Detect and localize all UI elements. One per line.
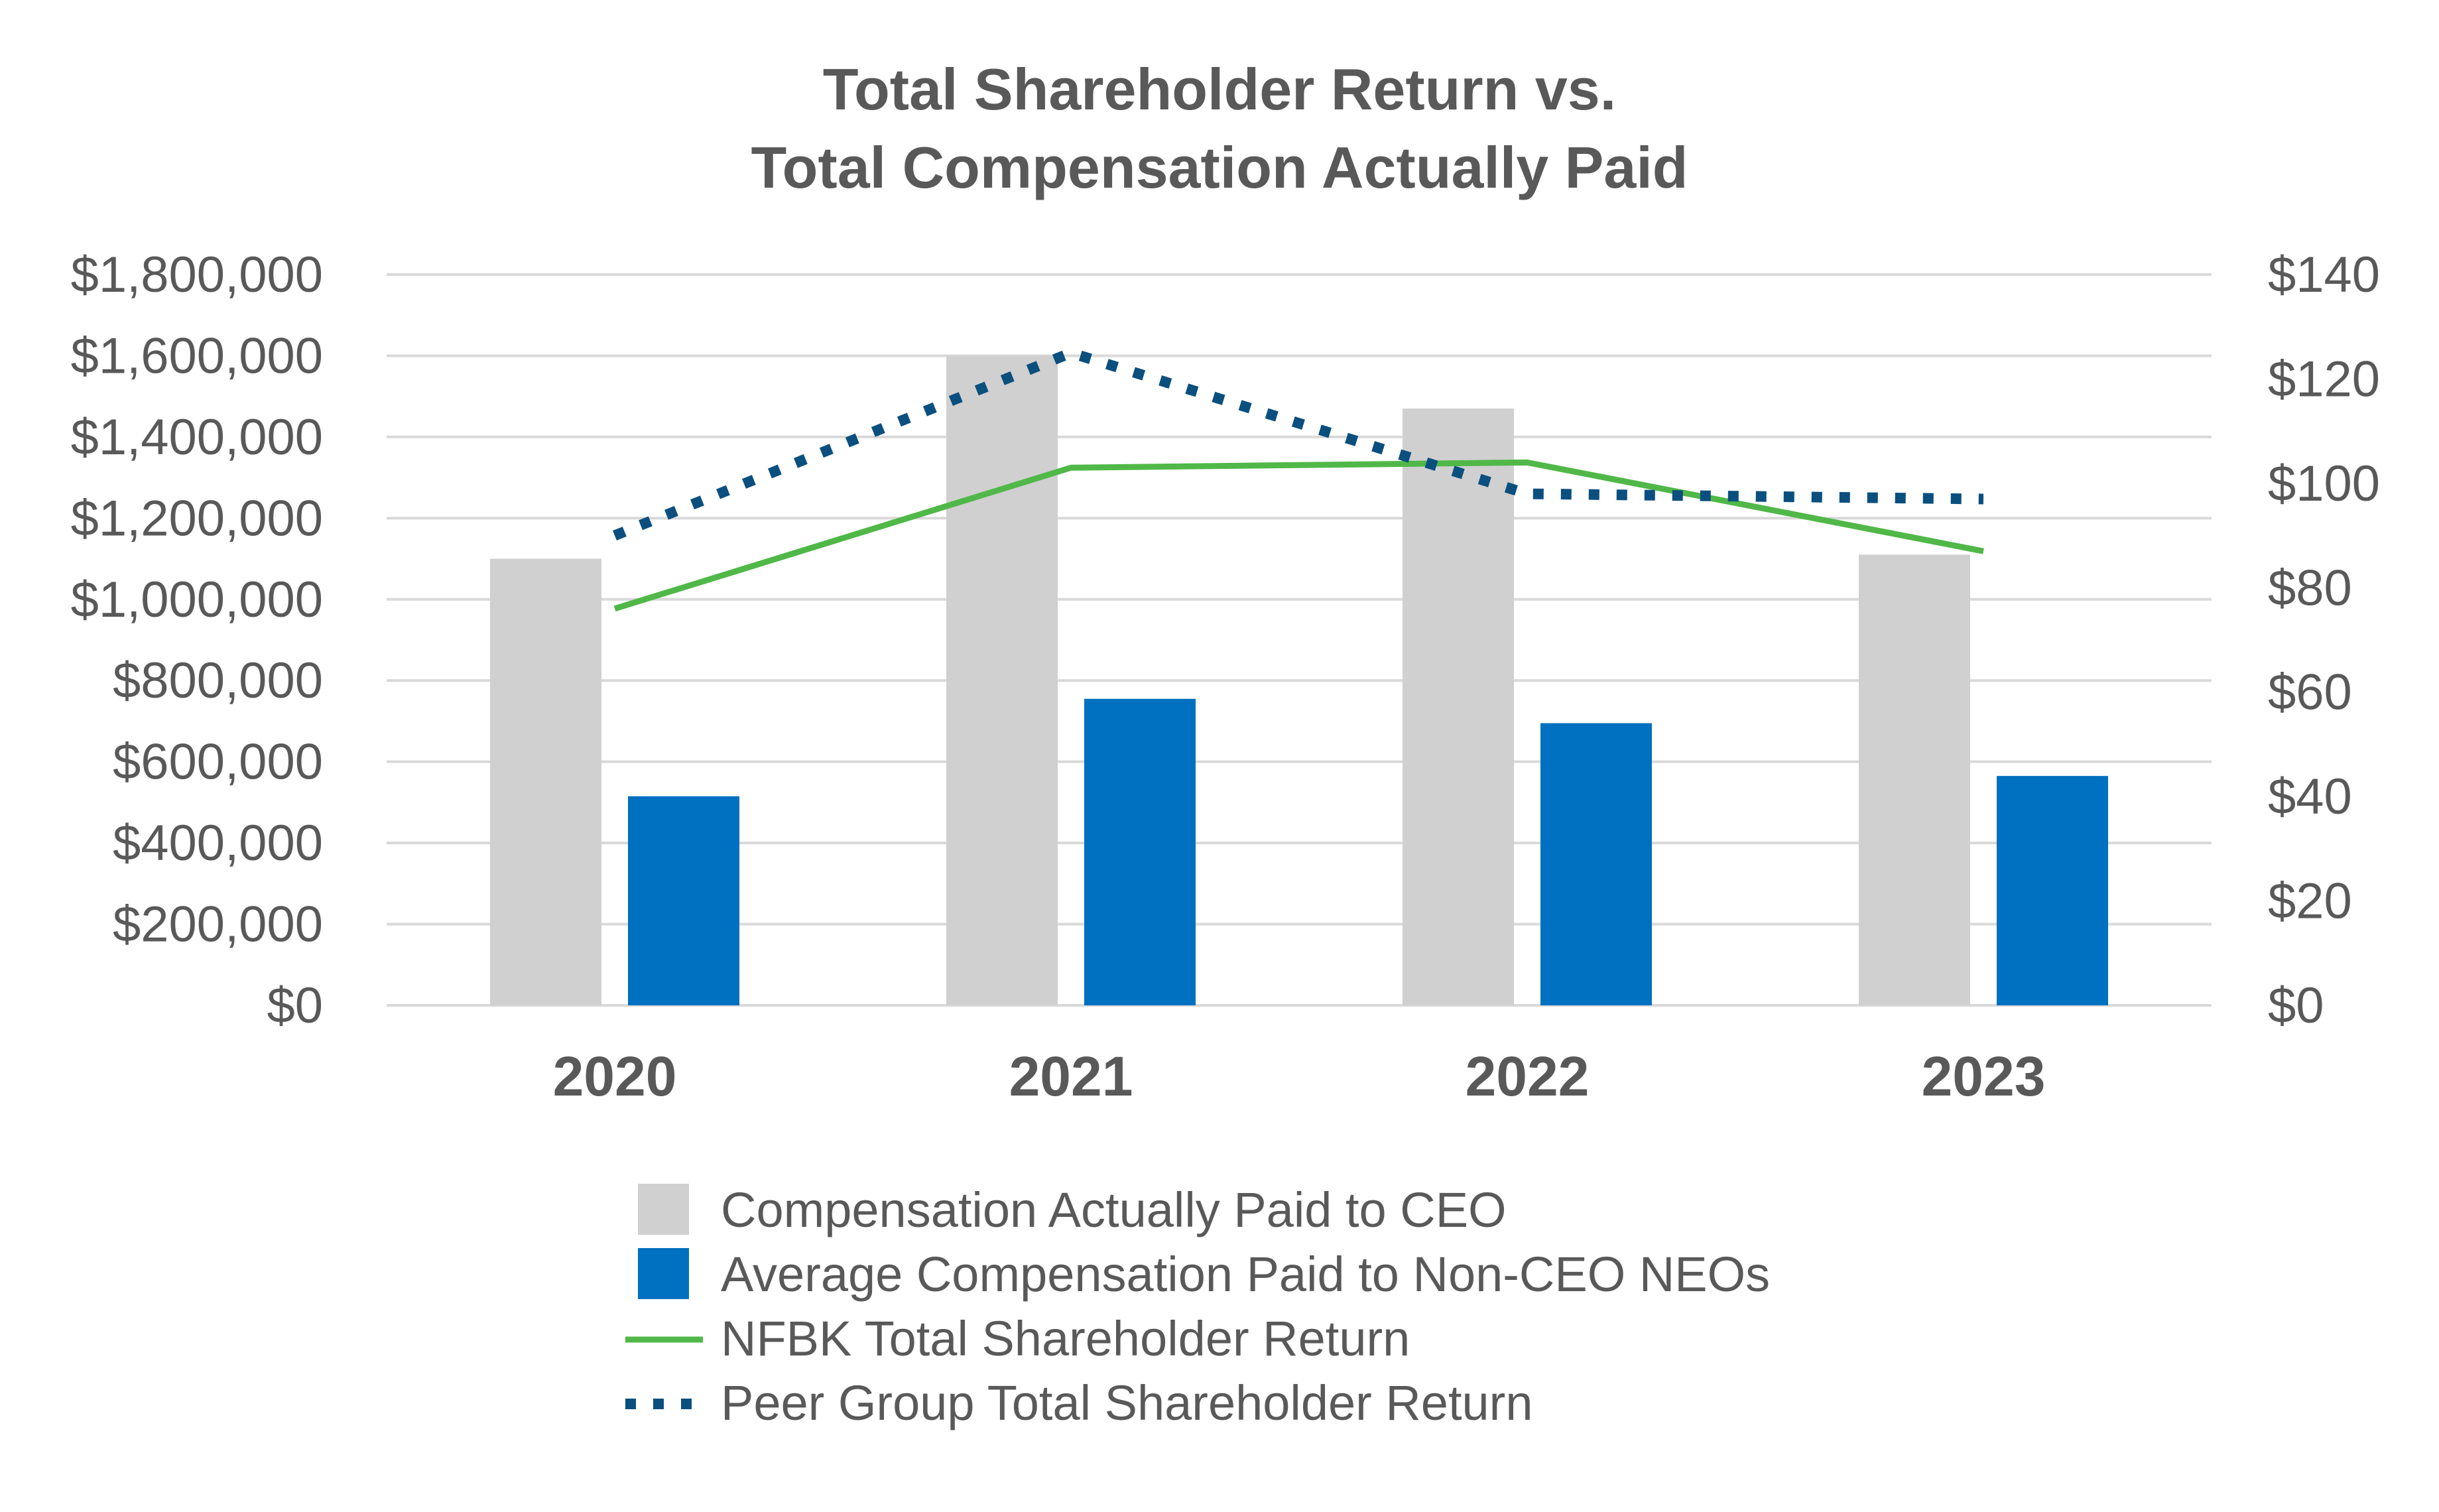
legend-label-neo-compensation: Average Compensation Paid to Non-CEO NEO… <box>721 1247 1770 1302</box>
point-nfbk-total-shareholder-return-2022 <box>1527 462 1528 463</box>
left-tick-label: $600,000 <box>113 734 323 790</box>
legend: Compensation Actually Paid to CEO Averag… <box>625 1182 1770 1430</box>
bar-average-compensation-paid-to-non-ceo-neos-2020 <box>628 796 739 1005</box>
left-tick-label: $400,000 <box>113 815 323 871</box>
left-axis: $0 $200,000 $400,000 $600,000 $800,000 $1,000… <box>71 247 323 1034</box>
right-tick-label: $120 <box>2268 351 2380 407</box>
line-series <box>613 347 1984 612</box>
left-tick-label: $1,800,000 <box>71 247 323 303</box>
right-axis: $0 $20 $40 $60 $80 $100 $120 $140 <box>2268 247 2380 1034</box>
left-tick-label: $1,400,000 <box>71 409 323 466</box>
bar-compensation-actually-paid-to-ceo-2022 <box>1403 409 1514 1005</box>
point-nfbk-total-shareholder-return-2020 <box>614 608 615 609</box>
legend-label-ceo-compensation: Compensation Actually Paid to CEO <box>721 1182 1507 1237</box>
bar-compensation-actually-paid-to-ceo-2023 <box>1859 554 1970 1005</box>
legend-swatch-neo-compensation <box>638 1248 689 1299</box>
legend-swatch-ceo-compensation <box>638 1184 689 1235</box>
right-tick-label: $40 <box>2268 769 2352 825</box>
point-peer-group-total-shareholder-return-2023 <box>1983 498 1984 499</box>
x-tick-label: 2020 <box>553 1045 677 1107</box>
bar-compensation-actually-paid-to-ceo-2021 <box>946 355 1058 1005</box>
right-tick-label: $0 <box>2268 977 2324 1034</box>
legend-label-peer-tsr: Peer Group Total Shareholder Return <box>721 1375 1532 1430</box>
bar-average-compensation-paid-to-non-ceo-neos-2022 <box>1540 723 1652 1005</box>
bar-series <box>490 355 2108 1005</box>
point-peer-group-total-shareholder-return-2021 <box>1070 352 1072 353</box>
right-tick-label: $140 <box>2268 247 2380 303</box>
bar-compensation-actually-paid-to-ceo-2020 <box>490 558 601 1005</box>
legend-label-nfbk-tsr: NFBK Total Shareholder Return <box>721 1311 1410 1366</box>
point-nfbk-total-shareholder-return-2023 <box>1983 550 1984 552</box>
left-tick-label: $800,000 <box>113 653 323 709</box>
x-axis: 2020 2021 2022 2023 <box>553 1045 2046 1107</box>
line-peer-group-total-shareholder-return <box>613 347 1984 540</box>
left-tick-label: $200,000 <box>113 897 323 953</box>
left-tick-label: $0 <box>267 977 323 1034</box>
x-tick-label: 2023 <box>1922 1045 2046 1107</box>
point-peer-group-total-shareholder-return-2020 <box>614 535 615 536</box>
line-nfbk-total-shareholder-return <box>613 459 1984 612</box>
left-tick-label: $1,200,000 <box>71 490 323 546</box>
right-tick-label: $100 <box>2268 456 2380 512</box>
bar-average-compensation-paid-to-non-ceo-neos-2023 <box>1997 776 2108 1005</box>
point-peer-group-total-shareholder-return-2022 <box>1527 493 1528 495</box>
chart-title-line-1: Total Shareholder Return vs. <box>823 56 1616 122</box>
point-nfbk-total-shareholder-return-2021 <box>1070 467 1072 468</box>
left-tick-label: $1,600,000 <box>71 328 323 384</box>
right-tick-label: $80 <box>2268 560 2352 616</box>
x-tick-label: 2022 <box>1466 1045 1590 1107</box>
chart-title-line-2: Total Compensation Actually Paid <box>751 135 1688 200</box>
bar-average-compensation-paid-to-non-ceo-neos-2021 <box>1084 698 1196 1005</box>
x-tick-label: 2021 <box>1009 1045 1133 1107</box>
left-tick-label: $1,000,000 <box>71 572 323 628</box>
right-tick-label: $60 <box>2268 664 2352 721</box>
right-tick-label: $20 <box>2268 873 2352 930</box>
